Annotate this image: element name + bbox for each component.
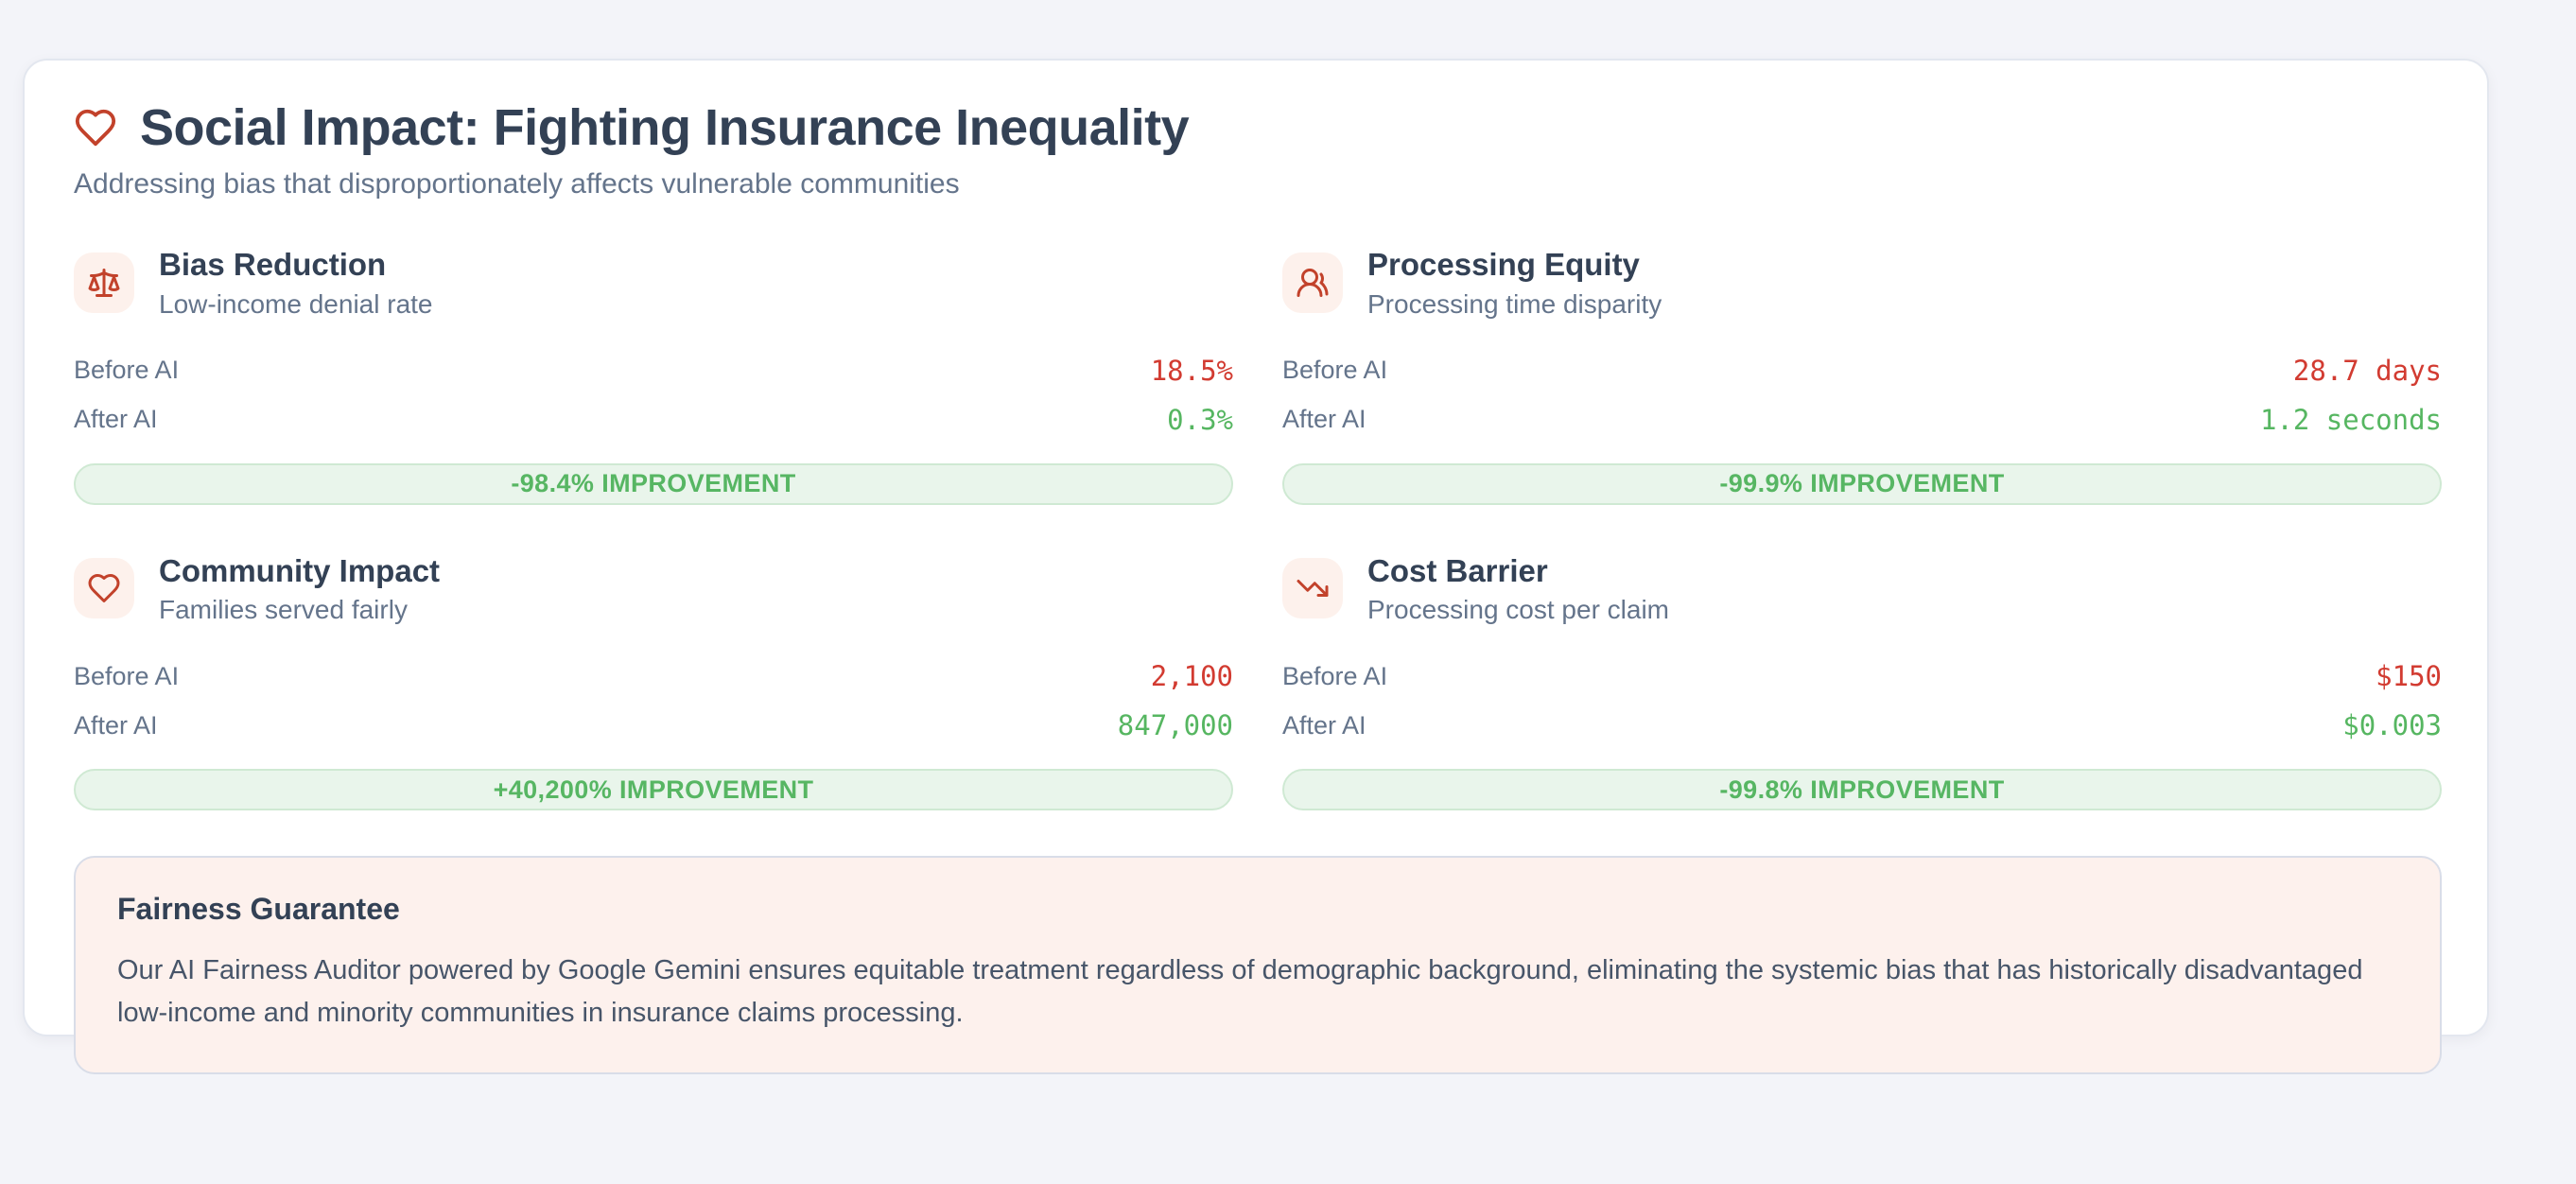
metric-subtitle: Processing time disparity (1367, 288, 1662, 319)
heart-icon (74, 558, 134, 619)
metric-card-cost-barrier: Cost Barrier Processing cost per claim B… (1282, 552, 2442, 811)
metrics-grid: Bias Reduction Low-income denial rate Be… (74, 246, 2442, 811)
fairness-guarantee-callout: Fairness Guarantee Our AI Fairness Audit… (74, 856, 2442, 1075)
before-row: Before AI 2,100 (74, 652, 1233, 701)
fairness-body: Our AI Fairness Auditor powered by Googl… (117, 955, 2363, 1029)
improvement-badge: +40,200% IMPROVEMENT (74, 769, 1233, 811)
heart-icon (74, 106, 117, 149)
before-row: Before AI $150 (1282, 652, 2442, 701)
after-value: 847,000 (1117, 709, 1233, 742)
users-icon (1282, 252, 1343, 313)
trending-down-icon (1282, 558, 1343, 619)
metric-heading: Processing Equity Processing time dispar… (1367, 246, 1662, 320)
before-label: Before AI (74, 661, 180, 690)
metric-subtitle: Processing cost per claim (1367, 595, 1670, 625)
metric-title: Processing Equity (1367, 247, 1640, 283)
scale-icon (74, 252, 134, 313)
improvement-badge: -99.9% IMPROVEMENT (1282, 462, 2442, 505)
metric-card-bias-reduction: Bias Reduction Low-income denial rate Be… (74, 246, 1233, 505)
after-row: After AI $0.003 (1282, 701, 2442, 750)
before-value: 2,100 (1150, 660, 1233, 693)
after-row: After AI 0.3% (74, 395, 1233, 444)
before-row: Before AI 28.7 days (1282, 346, 2442, 395)
after-value: $0.003 (2342, 709, 2442, 742)
before-label: Before AI (1282, 661, 1388, 690)
before-value: 18.5% (1150, 354, 1233, 387)
metric-title: Community Impact (159, 552, 441, 588)
page-title: Social Impact: Fighting Insurance Inequa… (140, 99, 1190, 156)
metric-subtitle: Low-income denial rate (159, 288, 433, 319)
metric-subtitle: Families served fairly (159, 595, 408, 625)
before-label: Before AI (1282, 356, 1388, 385)
after-row: After AI 847,000 (74, 701, 1233, 750)
metric-header: Cost Barrier Processing cost per claim (1282, 552, 2442, 626)
metric-heading: Cost Barrier Processing cost per claim (1367, 552, 1669, 626)
metric-card-community-impact: Community Impact Families served fairly … (74, 552, 1233, 811)
metric-card-processing-equity: Processing Equity Processing time dispar… (1282, 246, 2442, 505)
metric-header: Bias Reduction Low-income denial rate (74, 246, 1233, 320)
after-value: 1.2 seconds (2259, 403, 2442, 436)
metric-heading: Bias Reduction Low-income denial rate (159, 246, 433, 320)
before-value: 28.7 days (2292, 354, 2442, 387)
improvement-badge: -98.4% IMPROVEMENT (74, 462, 1233, 505)
before-label: Before AI (74, 356, 180, 385)
metric-header: Processing Equity Processing time dispar… (1282, 246, 2442, 320)
social-impact-panel: Social Impact: Fighting Insurance Inequa… (23, 59, 2489, 1075)
metric-title: Cost Barrier (1367, 552, 1548, 588)
after-label: After AI (1282, 710, 1366, 740)
before-row: Before AI 18.5% (74, 346, 1233, 395)
metric-title: Bias Reduction (159, 247, 387, 283)
improvement-badge: -99.8% IMPROVEMENT (1282, 769, 2442, 811)
after-row: After AI 1.2 seconds (1282, 395, 2442, 444)
after-value: 0.3% (1167, 403, 1233, 436)
page-subtitle: Addressing bias that disproportionately … (74, 168, 960, 200)
panel-header: Social Impact: Fighting Insurance Inequa… (74, 98, 2442, 157)
metric-header: Community Impact Families served fairly (74, 552, 1233, 626)
after-label: After AI (1282, 405, 1366, 434)
after-label: After AI (74, 710, 158, 740)
fairness-title: Fairness Guarantee (117, 892, 400, 927)
before-value: $150 (2376, 660, 2442, 693)
after-label: After AI (74, 405, 158, 434)
metric-heading: Community Impact Families served fairly (159, 552, 440, 626)
